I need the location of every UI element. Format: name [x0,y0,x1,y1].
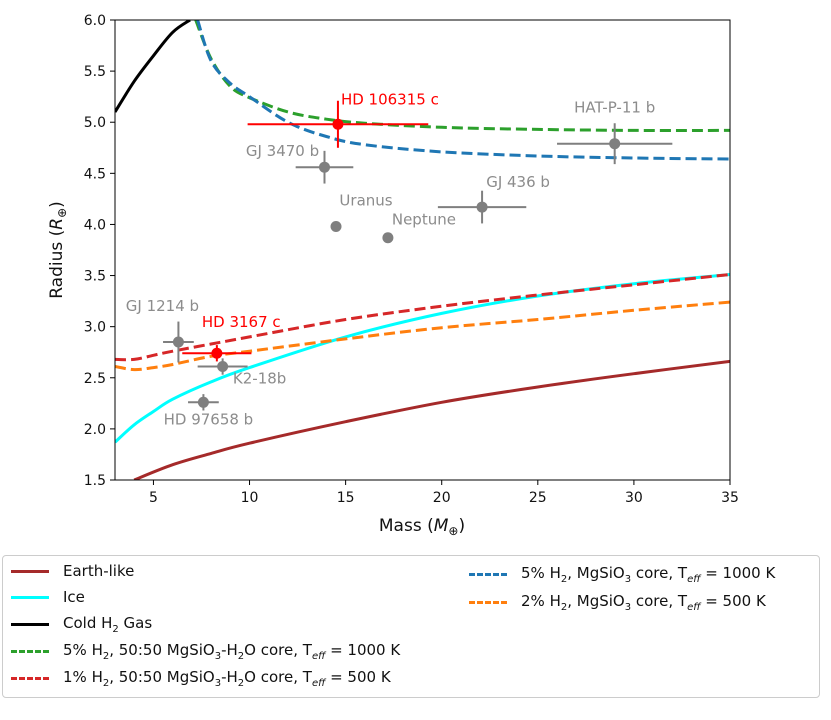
legend-swatch [469,600,507,604]
planet-neptune: Neptune [382,211,456,244]
planet-label: Neptune [392,211,456,229]
y-tick-label: 2.5 [84,371,106,387]
legend-swatch [11,595,49,599]
x-tick-label: 25 [529,490,547,506]
x-tick-label: 35 [721,490,739,506]
y-tick-label: 4.0 [84,217,106,233]
planet-marker [476,201,488,213]
legend-item: Earth-like [11,560,134,582]
y-axis-ticks: 1.5 2.0 2.5 3.0 3.5 4.0 4.5 5.0 5.5 6.0 [84,13,115,489]
planet-label: HD 97658 b [164,410,254,428]
planet-marker [332,118,344,130]
y-tick-label: 3.5 [84,269,106,285]
y-tick-label: 2.0 [84,422,106,438]
x-tick-label: 20 [433,490,451,506]
legend-item: 5% H2, 50:50 MgSiO3-H2O core, Teff = 100… [11,640,400,662]
planet-marker [217,361,229,373]
legend-label: Ice [63,588,85,606]
x-tick-label: 10 [241,490,259,506]
y-tick-label: 4.5 [84,166,106,182]
planet-uranus: Uranus [330,191,393,232]
y-tick-label: 6.0 [84,13,106,29]
planet-hd-106315-c: HD 106315 c [247,90,439,148]
planet-label: Uranus [339,191,392,209]
planet-hd-97658-b: HD 97658 b [164,394,254,428]
curve-1-h-50-50-mgsio-h-o-core-t-eff-500-k [115,273,730,362]
y-tick-label: 1.5 [84,473,106,489]
y-tick-label: 5.5 [84,64,106,80]
legend-item: Ice [11,586,85,608]
planet-marker [172,336,184,348]
legend-item: 2% H2, MgSiO3 core, Teff = 500 K [469,591,766,613]
x-tick-label: 30 [625,490,643,506]
legend-label: Earth-like [63,562,135,580]
planet-gj-436-b: GJ 436 b [437,173,550,224]
curve-5-h-mgsio-core-t-eff-1000-k [196,20,730,161]
curve-2-h-mgsio-core-t-eff-500-k [115,300,730,372]
planet-marker [318,161,330,173]
planet-points: HD 106315 c HD 3167 c HAT-P-11 b GJ 3470 b G… [126,90,673,428]
planet-label: K2-18b [233,370,286,388]
y-axis-label: Radius (R⊕) [47,201,69,299]
planet-hd-3167-c: HD 3167 c [182,313,281,362]
planet-label: GJ 3470 b [246,142,319,160]
planet-marker [382,232,394,244]
planet-label: GJ 1214 b [126,297,199,315]
legend-label: 1% H2, 50:50 MgSiO3-H2O core, Teff = 500… [63,667,391,689]
curve-earth-like [133,359,730,480]
legend-item: 1% H2, 50:50 MgSiO3-H2O core, Teff = 500… [11,667,391,689]
y-tick-label: 3.0 [84,320,106,336]
x-tick-label: 5 [149,490,158,506]
x-axis-ticks: 5 10 15 20 25 30 35 [149,480,739,506]
planet-label: GJ 436 b [486,173,550,191]
planet-label: HD 3167 c [202,313,281,331]
y-tick-label: 5.0 [84,115,106,131]
x-tick-label: 15 [337,490,355,506]
legend-label: 2% H2, MgSiO3 core, Teff = 500 K [521,591,766,613]
x-axis-label: Mass (M⊕) [379,516,465,538]
legend-swatch [11,649,49,653]
legend-swatch [11,569,49,573]
legend-item: 5% H2, MgSiO3 core, Teff = 1000 K [469,563,775,585]
legend-label: 5% H2, MgSiO3 core, Teff = 1000 K [521,563,776,585]
curve-5-h-50-50-mgsio-h-o-core-t-eff-1000-k [194,20,730,132]
chart-legend: Earth-like Ice Cold H2 Gas 5% H2, 50:50 MgS… [2,555,820,698]
planet-marker [197,396,209,408]
planet-marker [330,220,342,232]
legend-swatch [469,572,507,576]
planet-label: HAT-P-11 b [574,99,655,117]
legend-swatch [11,676,49,680]
mass-radius-chart: HD 106315 c HD 3167 c HAT-P-11 b GJ 3470 b G… [47,13,739,538]
planet-marker [609,138,621,150]
legend-label: 5% H2, 50:50 MgSiO3-H2O core, Teff = 100… [63,640,401,662]
legend-swatch [11,622,49,626]
plot-frame [114,19,731,481]
planet-marker [211,347,223,359]
curve-cold-h-gas [115,20,191,113]
planet-gj-3470-b: GJ 3470 b [246,142,354,184]
planet-k2-18b: K2-18b [197,358,286,388]
planet-hat-p-11-b: HAT-P-11 b [557,99,673,165]
legend-item: Cold H2 Gas [11,613,152,635]
legend-label: Cold H2 Gas [63,613,153,635]
planet-gj-1214-b: GJ 1214 b [126,297,199,363]
planet-label: HD 106315 c [341,90,439,108]
model-curves [115,20,730,480]
